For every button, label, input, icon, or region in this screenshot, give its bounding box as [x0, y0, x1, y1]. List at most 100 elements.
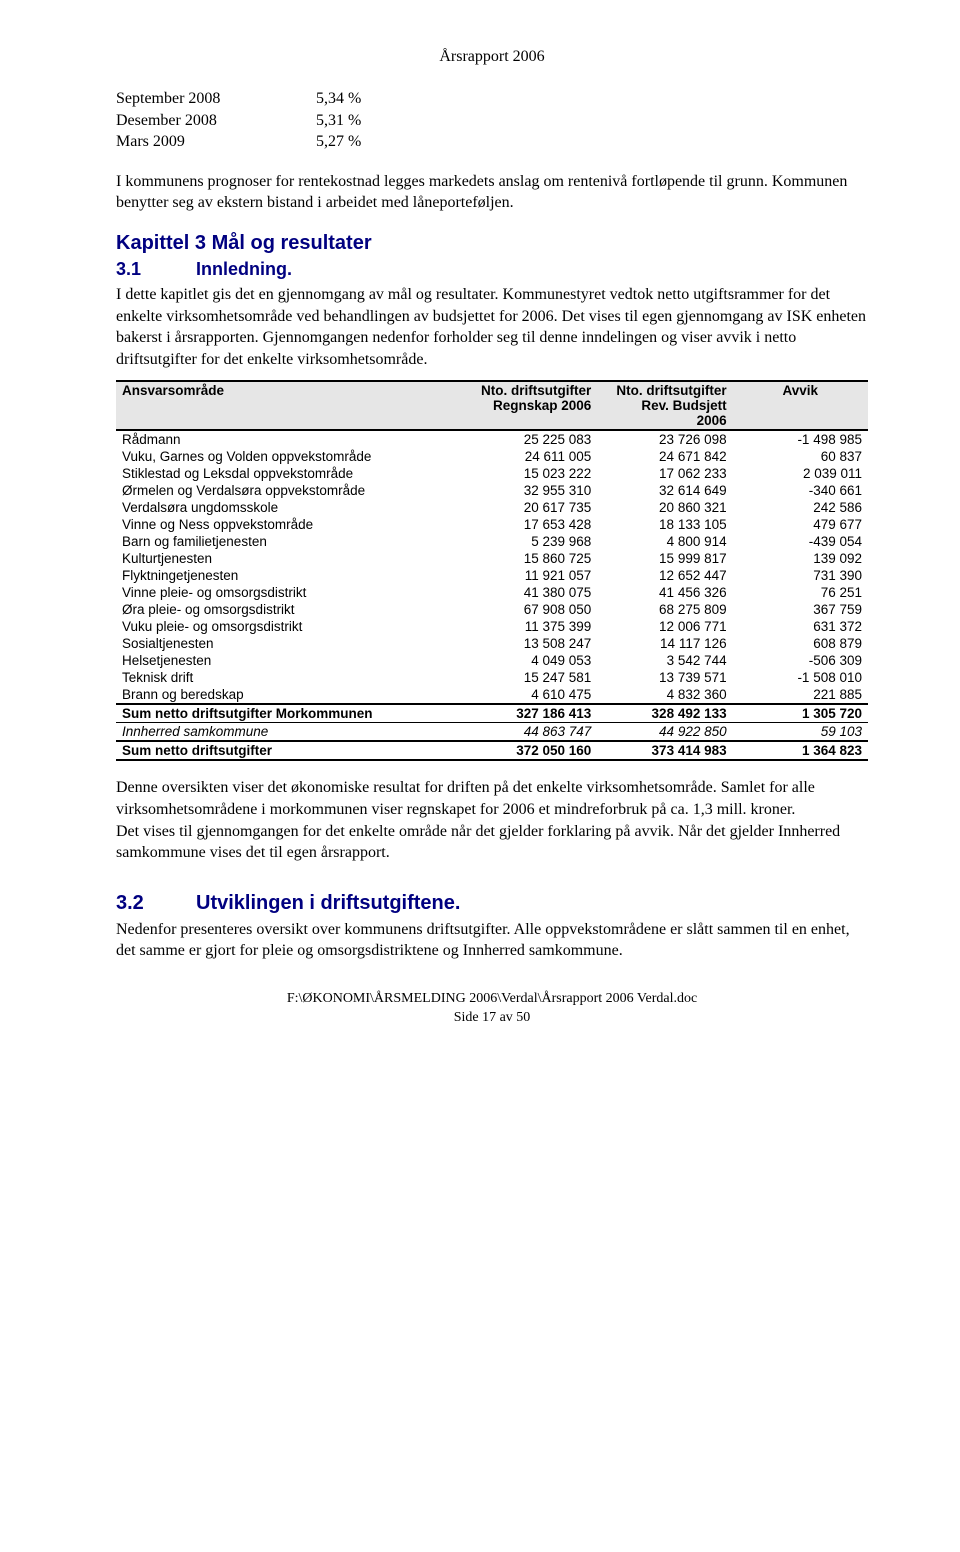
- section-number: 3.2: [116, 892, 196, 915]
- cell: -1 508 010: [733, 669, 868, 686]
- table-row: Stiklestad og Leksdal oppvekstområde15 0…: [116, 465, 868, 482]
- cell: 18 133 105: [597, 516, 732, 533]
- cell: -1 498 985: [733, 430, 868, 448]
- cell: Brann og beredskap: [116, 686, 462, 704]
- rate-label: Mars 2009: [116, 131, 316, 153]
- rate-label: September 2008: [116, 88, 316, 110]
- cell: 24 611 005: [462, 448, 597, 465]
- col-header-line: Nto. driftsutgifter: [481, 383, 591, 398]
- cell: 59 103: [733, 723, 868, 742]
- cell: 17 653 428: [462, 516, 597, 533]
- paragraph: I kommunens prognoser for rentekostnad l…: [116, 171, 868, 214]
- cell: 367 759: [733, 601, 868, 618]
- paragraph: Nedenfor presenteres oversikt over kommu…: [116, 919, 868, 962]
- section-heading: 3.1 Innledning.: [116, 259, 868, 280]
- cell: 5 239 968: [462, 533, 597, 550]
- cell: Øra pleie- og omsorgsdistrikt: [116, 601, 462, 618]
- cell: Vinne og Ness oppvekstområde: [116, 516, 462, 533]
- cell: 4 610 475: [462, 686, 597, 704]
- cell: 221 885: [733, 686, 868, 704]
- footer-page: Side 17 av 50: [116, 1009, 868, 1028]
- cell: 139 092: [733, 550, 868, 567]
- table-row: Innherred samkommune 44 863 747 44 922 8…: [116, 723, 868, 742]
- cell: Vinne pleie- og omsorgsdistrikt: [116, 584, 462, 601]
- cell: Rådmann: [116, 430, 462, 448]
- cell: 60 837: [733, 448, 868, 465]
- table-row: Teknisk drift15 247 58113 739 571-1 508 …: [116, 669, 868, 686]
- table-row: Brann og beredskap4 610 4754 832 360221 …: [116, 686, 868, 704]
- section-heading: 3.2 Utviklingen i driftsutgiftene.: [116, 892, 868, 915]
- table-row: Vinne pleie- og omsorgsdistrikt41 380 07…: [116, 584, 868, 601]
- cell: Sum netto driftsutgifter: [116, 741, 462, 760]
- cell: 13 508 247: [462, 635, 597, 652]
- cell: Barn og familietjenesten: [116, 533, 462, 550]
- cell: 67 908 050: [462, 601, 597, 618]
- cell: 631 372: [733, 618, 868, 635]
- cell: 20 617 735: [462, 499, 597, 516]
- page-header: Årsrapport 2006: [116, 48, 868, 66]
- cell: 44 863 747: [462, 723, 597, 742]
- rate-value: 5,34 %: [316, 88, 396, 110]
- col-header-line: Nto. driftsutgifter: [616, 383, 726, 398]
- table-row: Vuku, Garnes og Volden oppvekstområde24 …: [116, 448, 868, 465]
- rate-value: 5,31 %: [316, 110, 396, 132]
- cell: 44 922 850: [597, 723, 732, 742]
- cell: 14 117 126: [597, 635, 732, 652]
- table-total-row: Sum netto driftsutgifter 372 050 160 373…: [116, 741, 868, 760]
- section-title: Utviklingen i driftsutgiftene.: [196, 892, 460, 915]
- chapter-heading: Kapittel 3 Mål og resultater: [116, 232, 868, 255]
- cell: 20 860 321: [597, 499, 732, 516]
- rate-label: Desember 2008: [116, 110, 316, 132]
- cell: 11 375 399: [462, 618, 597, 635]
- rate-row: Mars 2009 5,27 %: [116, 131, 868, 153]
- table-row: Vuku pleie- og omsorgsdistrikt11 375 399…: [116, 618, 868, 635]
- cell: Stiklestad og Leksdal oppvekstområde: [116, 465, 462, 482]
- section-title: Innledning.: [196, 259, 292, 280]
- cell: 12 652 447: [597, 567, 732, 584]
- table-row: Ørmelen og Verdalsøra oppvekstområde32 9…: [116, 482, 868, 499]
- paragraph: Det vises til gjennomgangen for det enke…: [116, 821, 868, 864]
- cell: 479 677: [733, 516, 868, 533]
- table-row: Rådmann25 225 08323 726 098-1 498 985: [116, 430, 868, 448]
- cell: 15 860 725: [462, 550, 597, 567]
- section-number: 3.1: [116, 259, 196, 280]
- cell: 15 023 222: [462, 465, 597, 482]
- col-header-line: Rev. Budsjett: [641, 398, 726, 413]
- paragraph: I dette kapitlet gis det en gjennomgang …: [116, 284, 868, 370]
- cell: Ørmelen og Verdalsøra oppvekstområde: [116, 482, 462, 499]
- cell: 68 275 809: [597, 601, 732, 618]
- table-row: Flyktningetjenesten11 921 05712 652 4477…: [116, 567, 868, 584]
- table-row: Barn og familietjenesten5 239 9684 800 9…: [116, 533, 868, 550]
- cell: 41 456 326: [597, 584, 732, 601]
- table-subtotal-row: Sum netto driftsutgifter Morkommunen 327…: [116, 704, 868, 723]
- cell: 11 921 057: [462, 567, 597, 584]
- page-footer: F:\ØKONOMI\ÅRSMELDING 2006\Verdal\Årsrap…: [116, 990, 868, 1028]
- cell: 4 800 914: [597, 533, 732, 550]
- cell: Helsetjenesten: [116, 652, 462, 669]
- cell: 1 364 823: [733, 741, 868, 760]
- cell: 242 586: [733, 499, 868, 516]
- cell: 17 062 233: [597, 465, 732, 482]
- table-header-row: Ansvarsområde Nto. driftsutgifter Regnsk…: [116, 381, 868, 430]
- cell: Teknisk drift: [116, 669, 462, 686]
- cell: Vuku pleie- og omsorgsdistrikt: [116, 618, 462, 635]
- document-page: Årsrapport 2006 September 2008 5,34 % De…: [0, 0, 960, 1068]
- cell: 15 247 581: [462, 669, 597, 686]
- cell: 608 879: [733, 635, 868, 652]
- cell: 12 006 771: [597, 618, 732, 635]
- cell: Sum netto driftsutgifter Morkommunen: [116, 704, 462, 723]
- cell: 731 390: [733, 567, 868, 584]
- col-header: Nto. driftsutgifter Rev. Budsjett 2006: [597, 381, 732, 430]
- cell: 2 039 011: [733, 465, 868, 482]
- col-header: Nto. driftsutgifter Regnskap 2006: [462, 381, 597, 430]
- cell: 4 049 053: [462, 652, 597, 669]
- cell: 1 305 720: [733, 704, 868, 723]
- cell: Innherred samkommune: [116, 723, 462, 742]
- cell: Sosialtjenesten: [116, 635, 462, 652]
- table-row: Helsetjenesten4 049 0533 542 744-506 309: [116, 652, 868, 669]
- cell: 32 955 310: [462, 482, 597, 499]
- cell: Kulturtjenesten: [116, 550, 462, 567]
- col-header: Avvik: [733, 381, 868, 430]
- rate-row: Desember 2008 5,31 %: [116, 110, 868, 132]
- cell: -506 309: [733, 652, 868, 669]
